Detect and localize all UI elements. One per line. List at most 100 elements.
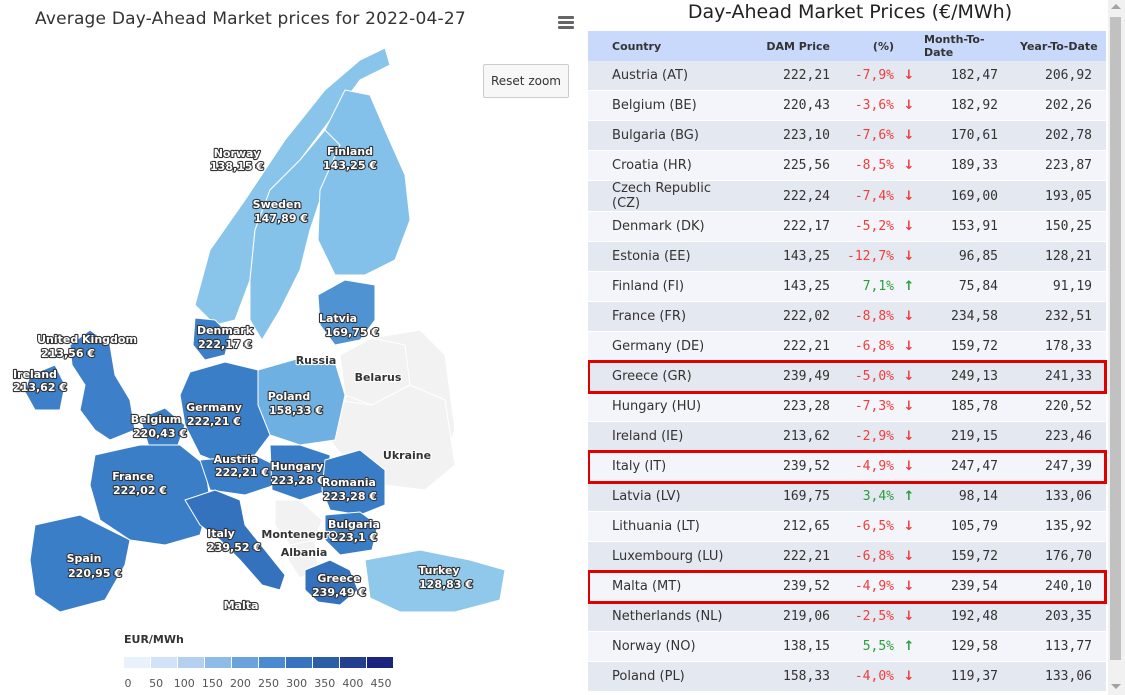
label-belarus: Belarus [355,371,402,384]
table-row[interactable]: Netherlands (NL) 219,06 -2,5% ↓ 192,48 203,35 [588,601,1106,632]
header-month-to-date[interactable]: Month-To-Date [924,31,1012,61]
cell-pct-change: -4,0% [830,661,894,692]
cell-country: Malta (MT) [588,571,738,602]
table-row[interactable]: Latvia (LV) 169,75 3,4% ↑ 98,14 133,06 [588,481,1106,512]
table-row[interactable]: Finland (FI) 143,25 7,1% ↑ 75,84 91,19 [588,271,1106,302]
cell-month-to-date: 159,72 [924,331,1012,362]
country-spain[interactable] [29,514,131,613]
cell-pct-change: -5,2% [830,211,894,242]
table-row[interactable]: Italy (IT) 239,52 -4,9% ↓ 247,47 247,39 [588,451,1106,482]
cell-month-to-date: 119,37 [924,661,1012,692]
arrow-down-icon: ↓ [894,391,924,422]
cell-month-to-date: 247,47 [924,451,1012,482]
cell-year-to-date: 113,77 [1012,631,1106,662]
legend-color-step[interactable] [340,657,367,668]
legend-color-step[interactable] [178,657,205,668]
header-year-to-date[interactable]: Year-To-Date [1012,31,1106,61]
label-uk-name: United Kingdom [37,333,137,346]
table-row[interactable]: Malta (MT) 239,52 -4,9% ↓ 239,54 240,10 [588,571,1106,602]
country-denmark[interactable] [192,317,231,361]
table-row[interactable]: Norway (NO) 138,15 5,5% ↑ 129,58 113,77 [588,631,1106,662]
scrollbar-thumb[interactable] [1110,17,1121,660]
table-row[interactable]: Lithuania (LT) 212,65 -6,5% ↓ 105,79 135,92 [588,511,1106,542]
cell-year-to-date: 133,06 [1012,481,1106,512]
hamburger-menu-icon[interactable] [556,14,576,32]
table-row[interactable]: Bulgaria (BG) 223,10 -7,6% ↓ 170,61 202,78 [588,120,1106,151]
legend-color-step[interactable] [286,657,313,668]
cell-month-to-date: 75,84 [924,271,1012,302]
table-row[interactable]: Austria (AT) 222,21 -7,9% ↓ 182,47 206,92 [588,61,1106,91]
cell-year-to-date: 241,33 [1012,361,1106,392]
country-italy[interactable] [184,489,286,591]
legend-color-step[interactable] [232,657,259,668]
country-france[interactable] [89,444,211,546]
country-ireland[interactable] [24,364,66,411]
label-poland-name: Poland [268,390,311,403]
europe-map[interactable]: Norway 138,15 € Finland 143,25 € Sweden … [0,0,585,630]
country-greece[interactable] [304,559,359,606]
cell-year-to-date: 223,87 [1012,150,1106,181]
table-row[interactable]: Estonia (EE) 143,25 -12,7% ↓ 96,85 128,21 [588,241,1106,272]
arrow-down-icon: ↓ [894,241,924,272]
table-row[interactable]: Czech Republic (CZ) 222,24 -7,4% ↓ 169,00 193… [588,180,1106,212]
country-finland[interactable] [317,89,411,276]
scroll-down-arrow-icon[interactable] [1111,684,1121,689]
arrow-down-icon: ↓ [894,451,924,482]
label-denmark-price: 222,17 € [198,338,252,351]
cell-dam-price: 220,43 [738,90,830,121]
cell-pct-change: 3,4% [830,481,894,512]
label-france-name: France [112,470,153,483]
legend-color-scale[interactable] [124,657,394,668]
cell-month-to-date: 170,61 [924,120,1012,151]
cell-dam-price: 222,17 [738,211,830,242]
cell-month-to-date: 182,47 [924,61,1012,91]
cell-month-to-date: 182,92 [924,90,1012,121]
legend-color-step[interactable] [205,657,232,668]
cell-country: Denmark (DK) [588,211,738,242]
legend-color-step[interactable] [367,657,394,668]
table-row[interactable]: Denmark (DK) 222,17 -5,2% ↓ 153,91 150,25 [588,211,1106,242]
cell-pct-change: -3,6% [830,90,894,121]
header-pct[interactable]: (%) [830,31,894,61]
label-greece-price: 239,49 € [312,586,366,599]
table-row[interactable]: Ireland (IE) 213,62 -2,9% ↓ 219,15 223,46 [588,421,1106,452]
country-norway[interactable] [194,47,391,326]
legend-color-step[interactable] [151,657,178,668]
legend-color-step[interactable] [313,657,340,668]
label-hungary-name: Hungary [271,460,324,473]
table-row[interactable]: Poland (PL) 158,33 -4,0% ↓ 119,37 133,06 [588,661,1106,692]
scroll-up-arrow-icon[interactable] [1111,4,1121,9]
legend-tick-label: 0 [124,677,132,690]
table-row[interactable]: France (FR) 222,02 -8,8% ↓ 234,58 232,51 [588,301,1106,332]
header-dam-price[interactable]: DAM Price [738,31,830,61]
country-united-kingdom[interactable] [69,329,136,441]
label-finland-price: 143,25 € [323,159,377,172]
cell-year-to-date: 247,39 [1012,451,1106,482]
table-row[interactable]: Germany (DE) 222,21 -6,8% ↓ 159,72 178,33 [588,331,1106,362]
legend-color-step[interactable] [124,657,151,668]
table-row[interactable]: Greece (GR) 239,49 -5,0% ↓ 249,13 241,33 [588,361,1106,392]
label-latvia-name: Latvia [319,312,357,325]
country-turkey[interactable] [364,549,506,613]
header-country[interactable]: Country [588,31,738,61]
table-row[interactable]: Hungary (HU) 223,28 -7,3% ↓ 185,78 220,52 [588,391,1106,422]
country-bulgaria[interactable] [324,511,379,556]
legend-color-step[interactable] [259,657,286,668]
legend-tick-label: 50 [149,677,164,690]
label-italy-name: Italy [207,527,235,540]
country-malta[interactable] [236,601,244,609]
table-row[interactable]: Luxembourg (LU) 222,21 -6,8% ↓ 159,72 176,70 [588,541,1106,572]
table-header-row: Country DAM Price (%) Month-To-Date Year… [588,31,1106,61]
table-title: Day-Ahead Market Prices (€/MWh) [687,1,1013,23]
country-latvia[interactable] [317,279,376,346]
arrow-down-icon: ↓ [894,150,924,181]
country-romania[interactable] [321,449,386,516]
table-row[interactable]: Croatia (HR) 225,56 -8,5% ↓ 189,33 223,87 [588,150,1106,181]
reset-zoom-button[interactable]: Reset zoom [483,64,569,98]
cell-month-to-date: 192,48 [924,601,1012,632]
label-greece-name: Greece [317,572,360,585]
label-malta-name: Malta [224,599,259,612]
label-ireland-price: 213,62 € [13,381,67,394]
label-poland-price: 158,33 € [269,404,323,417]
table-row[interactable]: Belgium (BE) 220,43 -3,6% ↓ 182,92 202,26 [588,90,1106,121]
